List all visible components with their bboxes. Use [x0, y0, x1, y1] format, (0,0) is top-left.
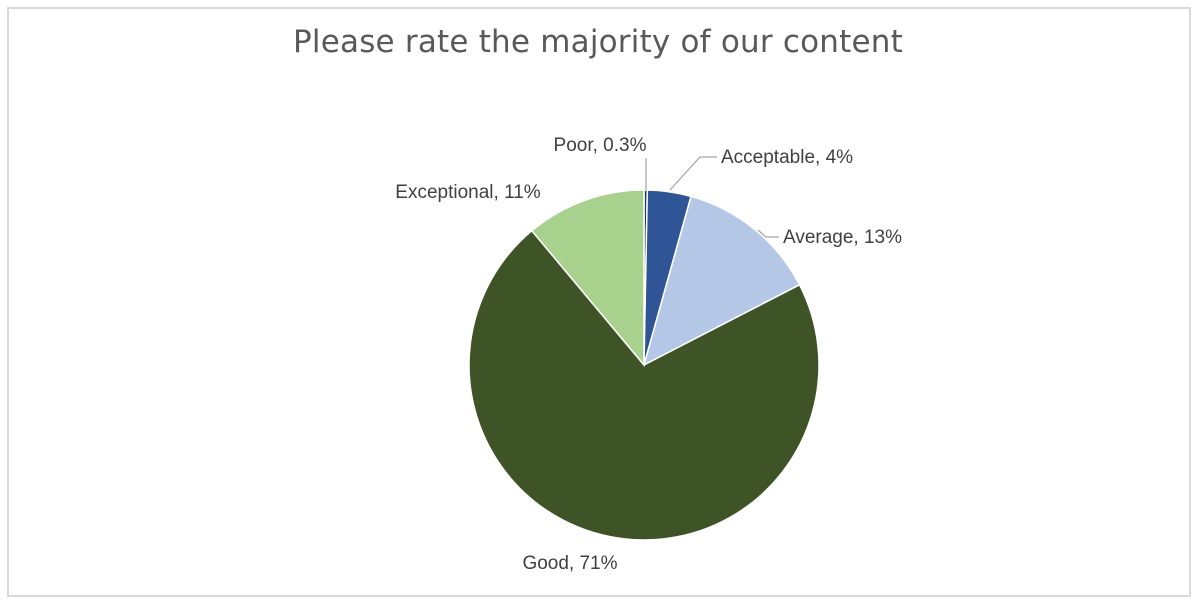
slice-label-good: Good, 71% [522, 553, 617, 574]
pie-slice-good [468, 229, 820, 541]
pie-slice-exceptional [530, 189, 645, 368]
chart-title: Please rate the majority of our content [293, 24, 903, 60]
slice-labels: Poor, 0.3% Acceptable, 4% Average, 13% Good… [395, 135, 902, 574]
slice-label-average: Average, 13% [783, 227, 902, 248]
leader-line-acceptable [669, 156, 717, 191]
slice-label-acceptable: Acceptable, 4% [721, 147, 853, 168]
leader-lines [645, 156, 779, 238]
pie-slice-average [642, 195, 801, 367]
leader-line-average [757, 229, 779, 238]
slice-label-poor: Poor, 0.3% [554, 135, 647, 156]
pie-slices [468, 189, 820, 541]
slice-label-exceptional: Exceptional, 11% [395, 182, 541, 203]
